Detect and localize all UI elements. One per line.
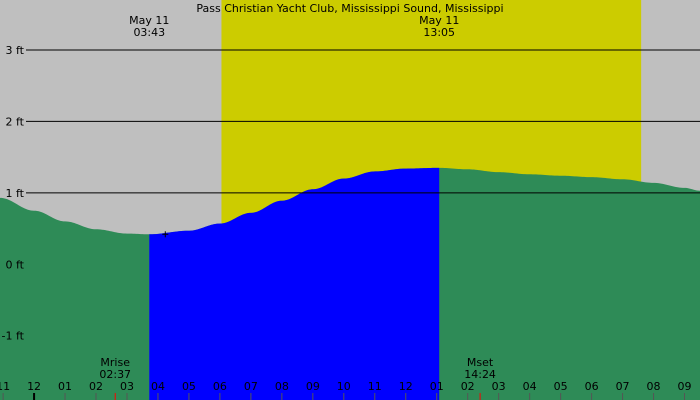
x-tick-label: 08 bbox=[647, 380, 661, 393]
moon-event-label: Mset bbox=[467, 356, 494, 369]
x-tick-label: 06 bbox=[585, 380, 599, 393]
x-tick-label: 04 bbox=[151, 380, 165, 393]
moon-event-time: 02:37 bbox=[99, 368, 131, 381]
x-tick-label: 09 bbox=[306, 380, 320, 393]
y-tick-label: -1 ft bbox=[2, 330, 25, 343]
extreme-date-label: May 11 bbox=[129, 14, 169, 27]
x-tick-label: 01 bbox=[430, 380, 444, 393]
x-tick-label: 11 bbox=[0, 380, 10, 393]
rising-tide-area bbox=[149, 167, 440, 400]
x-tick-label: 12 bbox=[399, 380, 413, 393]
x-tick-label: 05 bbox=[182, 380, 196, 393]
moon-event-label: Mrise bbox=[100, 356, 130, 369]
x-tick-label: 12 bbox=[27, 380, 41, 393]
extreme-time-label: 13:05 bbox=[423, 26, 455, 39]
x-tick-label: 04 bbox=[523, 380, 537, 393]
x-tick-label: 06 bbox=[213, 380, 227, 393]
x-tick-label: 03 bbox=[492, 380, 506, 393]
x-tick-label: 03 bbox=[120, 380, 134, 393]
y-tick-label: 1 ft bbox=[6, 187, 25, 200]
x-tick-label: 08 bbox=[275, 380, 289, 393]
x-tick-label: 01 bbox=[58, 380, 72, 393]
y-tick-label: 0 ft bbox=[6, 258, 25, 271]
x-tick-label: 09 bbox=[678, 380, 692, 393]
x-axis: 11 12 01 02 03 04 05 06 07 08 09 10 11 12 01 02 03 04 05 06… bbox=[0, 380, 692, 400]
x-tick-label: 02 bbox=[89, 380, 103, 393]
chart-title: Pass Christian Yacht Club, Mississippi S… bbox=[196, 2, 503, 15]
x-tick-label: 05 bbox=[554, 380, 568, 393]
extreme-date-label: May 11 bbox=[419, 14, 459, 27]
y-axis-labels: 3 ft 2 ft 1 ft 0 ft -1 ft bbox=[2, 44, 25, 343]
y-tick-label: 3 ft bbox=[6, 44, 25, 57]
x-tick-label: 07 bbox=[616, 380, 630, 393]
gridlines bbox=[26, 49, 700, 194]
x-tick-label: 11 bbox=[368, 380, 382, 393]
moon-event-time: 14:24 bbox=[464, 368, 496, 381]
x-tick-label: 10 bbox=[337, 380, 351, 393]
extreme-time-label: 03:43 bbox=[133, 26, 165, 39]
y-tick-label: 2 ft bbox=[6, 115, 25, 128]
x-tick-label: 02 bbox=[461, 380, 475, 393]
x-tick-label: 07 bbox=[244, 380, 258, 393]
